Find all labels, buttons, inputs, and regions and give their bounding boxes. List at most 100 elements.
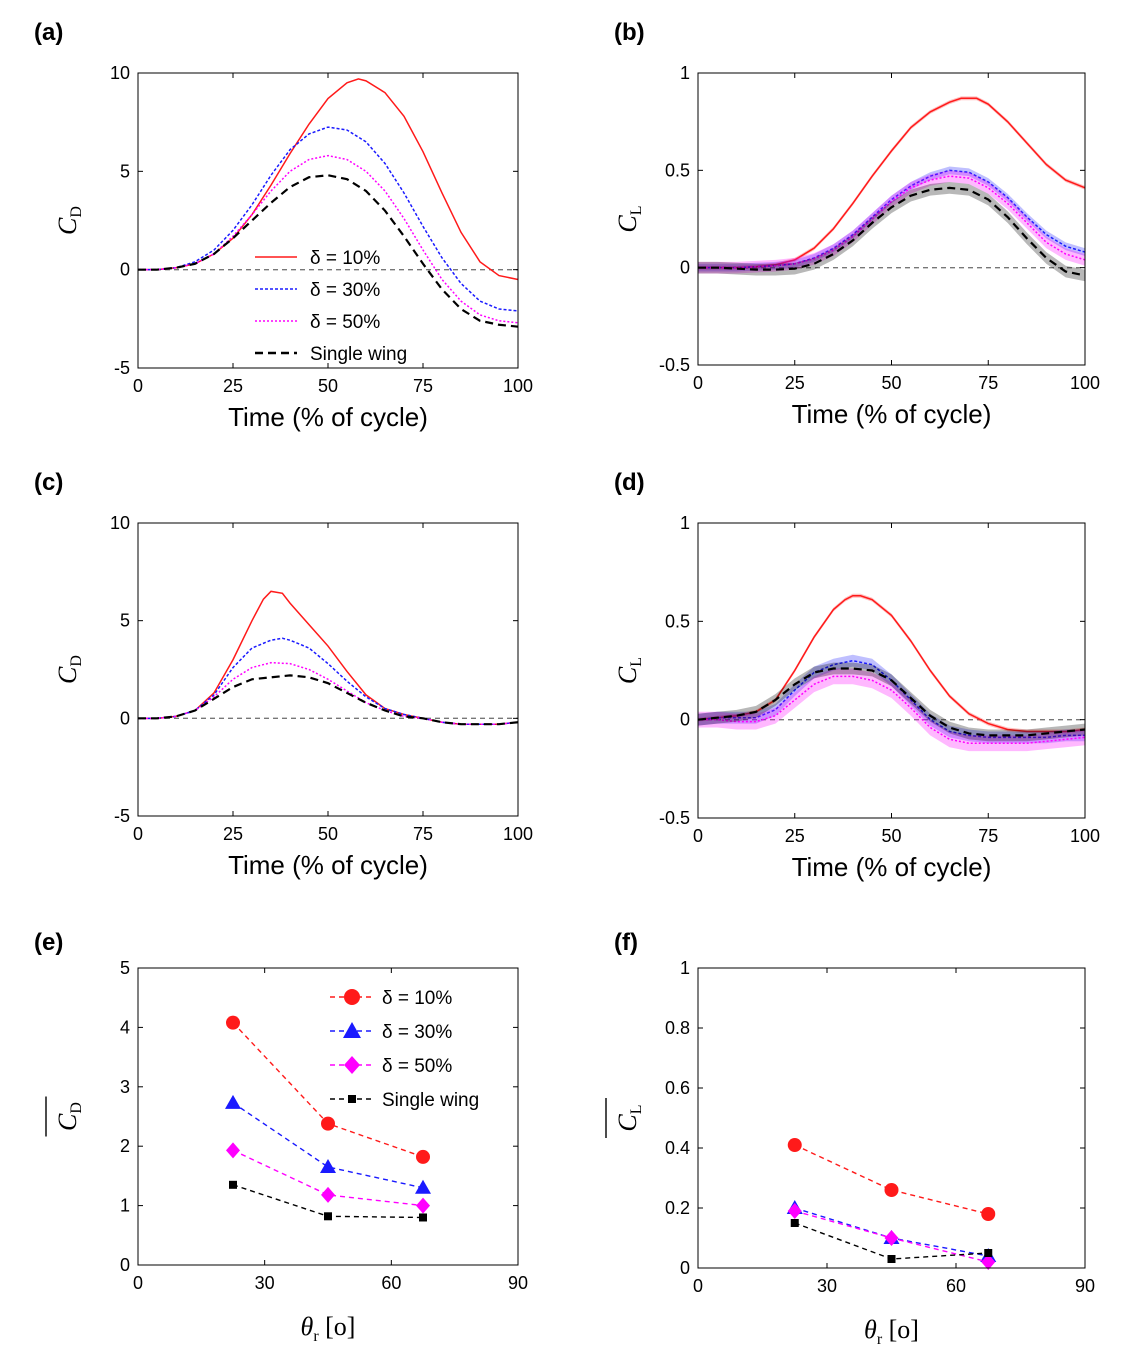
y-tick-label: -0.5 [659,355,690,375]
x-tick-label: 75 [978,373,998,393]
y-tick-label: 0.8 [665,1018,690,1038]
series-band-single [698,662,1085,742]
y-tick-label: 0.6 [665,1078,690,1098]
y-tick-label: 0 [680,710,690,730]
series-band-d50 [698,170,1085,274]
x-tick-label: 25 [785,373,805,393]
y-axis-label: CD [53,206,85,235]
x-tick-label: 30 [817,1276,837,1296]
legend-marker-single [348,1095,356,1103]
y-tick-label: 1 [680,63,690,83]
panel-label: (e) [34,929,63,956]
y-tick-label: 0.5 [665,160,690,180]
y-tick-label: 0 [680,258,690,278]
y-tick-label: 0.2 [665,1198,690,1218]
series-line-single [138,674,519,726]
data-point-d10 [981,1207,996,1221]
y-tick-label: 0.4 [665,1138,690,1158]
x-tick-label: 75 [978,826,998,846]
series-line-d50 [138,661,519,725]
panel-f: (f) 0 30 60 90 0 0.2 0.4 0.6 0.8 1 θr [o] CL [605,929,1095,1348]
panel-label: (a) [34,19,63,46]
data-point-d30 [225,1094,241,1109]
panel-label: (f) [614,929,638,956]
series-line-d50 [138,154,519,324]
y-tick-label: 0 [120,260,130,280]
x-tick-label: 0 [133,376,143,396]
legend-marker-d30 [343,1022,361,1038]
x-axis-label: Time (% of cycle) [228,850,428,880]
y-tick-label: 1 [680,958,690,978]
x-tick-label: 30 [255,1273,275,1293]
panel-label: (d) [614,469,645,496]
data-point-single [324,1212,332,1221]
data-point-d30 [320,1158,336,1173]
legend-label-single: Single wing [310,344,407,365]
y-tick-label: 2 [120,1136,130,1156]
y-tick-label: 0 [680,1258,690,1278]
series-line-d50 [698,175,1086,269]
x-tick-label: 50 [318,824,338,844]
data-point-single [229,1180,237,1189]
x-tick-label: 0 [693,373,703,393]
data-point-single [887,1255,896,1263]
legend-marker-d10 [344,989,360,1005]
y-tick-label: 1 [120,1196,130,1216]
legend-label-d30: δ = 30% [382,1022,452,1043]
y-tick-label: -0.5 [659,808,690,828]
data-point-d50 [787,1203,802,1219]
series-line-d10 [794,1144,989,1215]
y-tick-label: 3 [120,1077,130,1097]
series-line-single [698,186,1086,277]
data-point-d10 [787,1138,802,1152]
y-axis-label: CL [613,205,645,232]
x-axis-label: Time (% of cycle) [792,852,992,882]
data-point-d10 [416,1149,430,1164]
y-axis-label: CL [613,657,645,684]
data-point-d10 [226,1015,240,1030]
legend-marker-d50 [344,1056,360,1074]
plot-frame [137,522,519,817]
legend-label-d50: δ = 50% [310,312,380,333]
series-line-d30 [138,637,519,725]
x-tick-label: 90 [1075,1276,1095,1296]
data-point-single [419,1213,427,1222]
y-tick-label: 5 [120,611,130,631]
x-axis-label: Time (% of cycle) [792,399,992,429]
x-tick-label: 60 [381,1273,401,1293]
x-axis-label: θr [o] [301,1312,356,1345]
series-line-d10 [138,590,519,725]
legend-label-d10: δ = 10% [382,988,452,1009]
x-tick-label: 90 [508,1273,528,1293]
legend-label-d50: δ = 50% [382,1056,452,1077]
data-point-d50 [321,1186,335,1203]
legend-label-single: Single wing [382,1090,479,1111]
x-tick-label: 75 [413,376,433,396]
data-point-d50 [884,1230,899,1246]
data-point-single [790,1219,799,1227]
y-axis-label: CD [53,1102,85,1131]
x-tick-label: 25 [223,376,243,396]
series-line-d30 [697,659,1085,739]
x-tick-label: 100 [503,376,533,396]
x-tick-label: 25 [785,826,805,846]
series-line-d30 [232,1102,424,1189]
x-tick-label: 50 [318,376,338,396]
series-line-d30 [138,126,519,312]
series-band-single [698,182,1085,282]
y-tick-label: 0 [120,708,130,728]
data-point-single [984,1249,993,1257]
y-tick-label: 4 [120,1017,130,1037]
x-tick-label: 0 [133,824,143,844]
y-tick-label: 0.5 [665,611,690,631]
x-tick-label: 0 [693,1276,703,1296]
series-line-d50 [698,675,1086,745]
y-tick-label: 10 [110,63,130,83]
x-tick-label: 25 [223,824,243,844]
y-tick-label: -5 [114,806,130,826]
y-tick-label: 5 [120,161,130,181]
data-point-d30 [415,1179,431,1194]
